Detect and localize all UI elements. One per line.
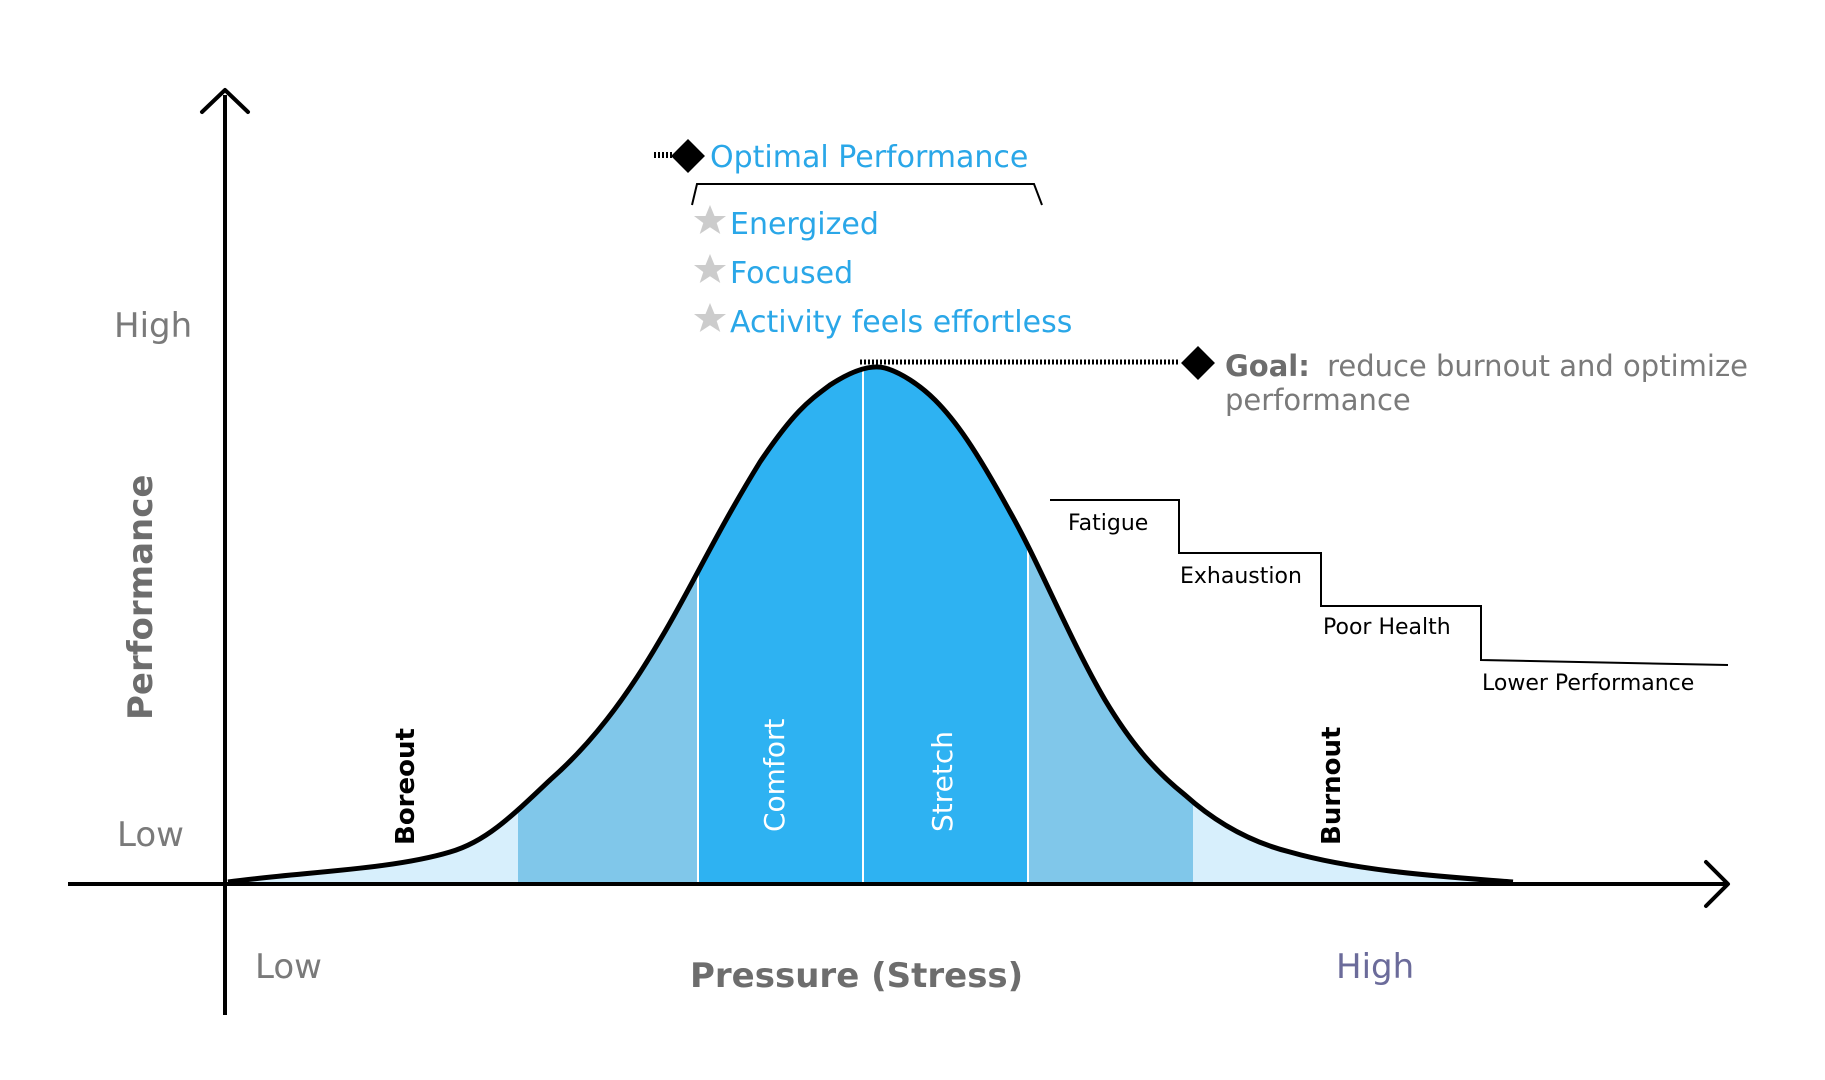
zone-label-burnout: Burnout: [1317, 727, 1347, 845]
step-label: Exhaustion: [1180, 564, 1302, 589]
y-axis-low-label: Low: [117, 815, 184, 855]
zone-label-stretch: Stretch: [926, 731, 959, 832]
goal-text-line1: Goal: reduce burnout and optimize: [1225, 349, 1748, 383]
y-axis-title: Performance: [121, 475, 161, 720]
arrow-up-icon: [200, 88, 250, 114]
diamond-icon: [1181, 346, 1215, 380]
consequence-staircase: [1050, 499, 1729, 666]
arrow-right-icon: [1704, 860, 1730, 908]
optimal-item-label: Energized: [730, 207, 879, 242]
x-axis-title: Pressure (Stress): [690, 956, 1023, 996]
zone-label-boreout: Boreout: [391, 728, 421, 845]
optimal-item: Activity feels effortless: [694, 303, 1072, 340]
zone-fill-high-mid: [1028, 366, 1193, 882]
zone-fill-low-mid: [518, 366, 698, 882]
goal-label: Goal:: [1225, 349, 1310, 383]
x-axis-low-label: Low: [255, 947, 322, 987]
optimal-item: Energized: [694, 205, 879, 242]
optimal-title: Optimal Performance: [710, 140, 1028, 175]
x-axis-high-label: High: [1336, 947, 1414, 987]
goal-text-line2: performance: [1225, 383, 1411, 417]
optimal-item-label: Focused: [730, 256, 853, 291]
performance-curve: [227, 364, 1514, 885]
star-icon: [694, 205, 726, 234]
step-label: Lower Performance: [1482, 671, 1694, 696]
step-label: Poor Health: [1323, 615, 1451, 640]
optimal-bracket: [691, 183, 1043, 206]
goal-text: reduce burnout and optimize: [1327, 349, 1748, 383]
optimal-item-label: Activity feels effortless: [730, 305, 1072, 340]
diamond-icon: [671, 139, 705, 173]
optimal-item: Focused: [694, 254, 853, 291]
zone-fill-boreout: [228, 366, 518, 882]
star-icon: [694, 254, 726, 283]
zone-fill-burnout: [1193, 366, 1513, 882]
step-label: Fatigue: [1068, 511, 1148, 536]
y-axis-high-label: High: [114, 306, 192, 346]
star-icon: [694, 303, 726, 332]
zone-label-comfort: Comfort: [758, 719, 791, 832]
